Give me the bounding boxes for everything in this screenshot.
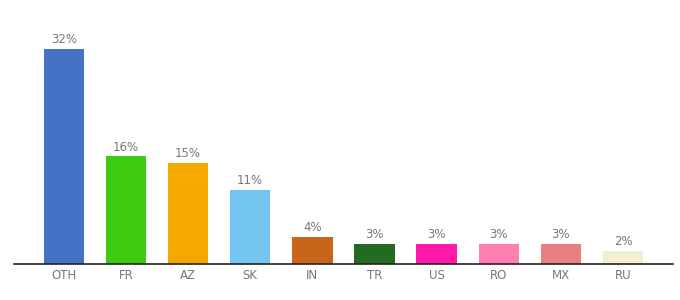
- Text: 2%: 2%: [614, 235, 632, 248]
- Text: 3%: 3%: [365, 228, 384, 241]
- Bar: [168, 163, 208, 264]
- Text: 16%: 16%: [113, 141, 139, 154]
- Text: 3%: 3%: [490, 228, 508, 241]
- Text: 32%: 32%: [51, 33, 77, 46]
- Text: 3%: 3%: [551, 228, 570, 241]
- Bar: [44, 49, 84, 264]
- Text: 3%: 3%: [427, 228, 446, 241]
- Bar: [603, 250, 643, 264]
- Bar: [230, 190, 271, 264]
- Bar: [292, 237, 333, 264]
- Bar: [105, 156, 146, 264]
- Bar: [354, 244, 394, 264]
- Bar: [541, 244, 581, 264]
- Text: 11%: 11%: [237, 174, 263, 187]
- Text: 4%: 4%: [303, 221, 322, 234]
- Text: 15%: 15%: [175, 147, 201, 161]
- Bar: [416, 244, 457, 264]
- Bar: [479, 244, 519, 264]
